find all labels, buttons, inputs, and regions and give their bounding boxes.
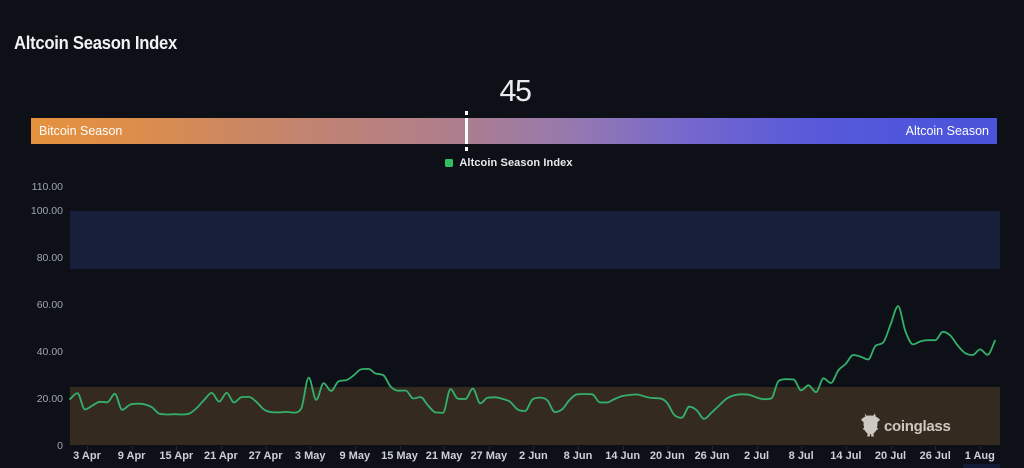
svg-text:coinglass: coinglass — [884, 418, 951, 435]
